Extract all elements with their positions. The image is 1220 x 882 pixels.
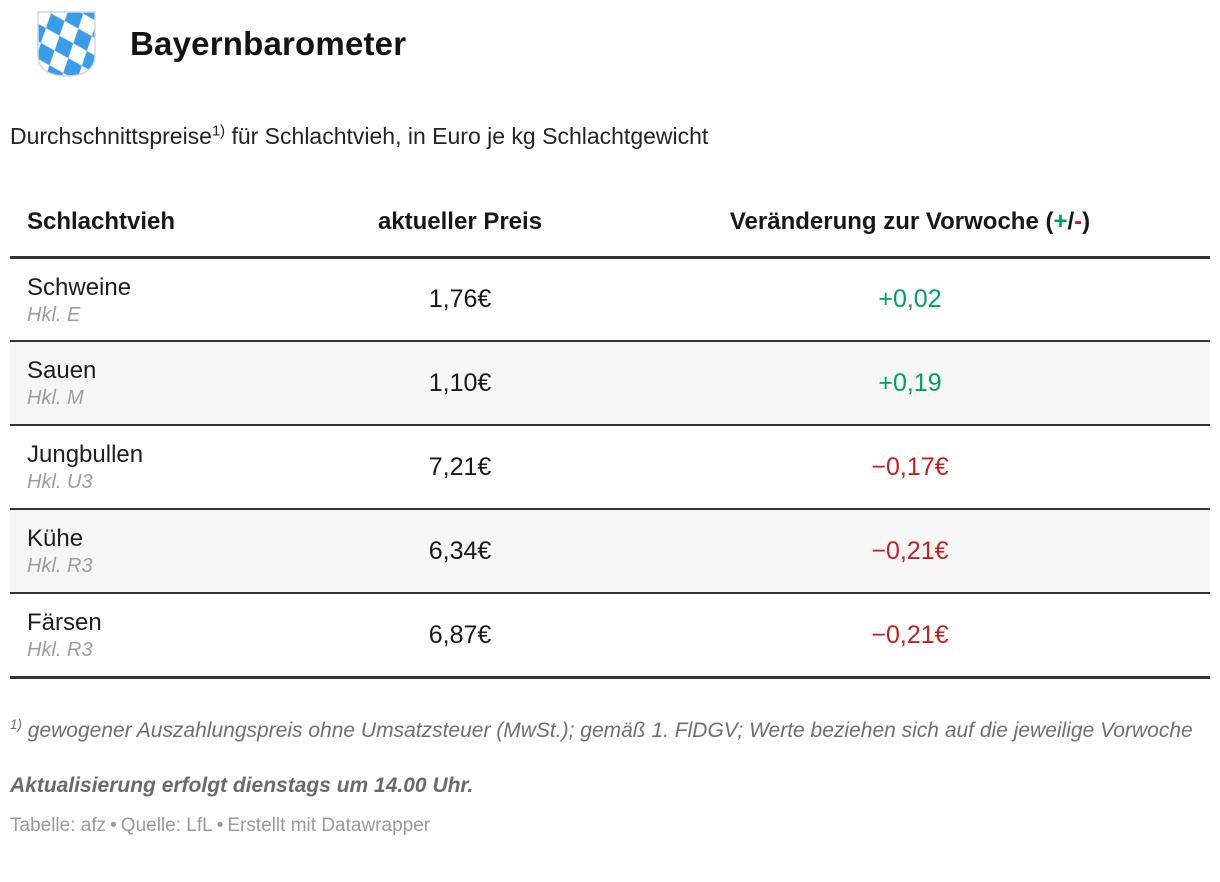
change-cell: −0,21€ bbox=[610, 593, 1210, 679]
table-credit-label: Tabelle: bbox=[10, 815, 76, 837]
table-row: Jungbullen Hkl. U3 7,21€ −0,17€ bbox=[10, 425, 1210, 511]
price-cell: 6,34€ bbox=[310, 509, 610, 595]
chart-subtitle: Durchschnittspreise1) für Schlachtvieh, … bbox=[10, 122, 1210, 152]
source-credit-link[interactable]: LfL bbox=[186, 815, 213, 837]
subtitle-footnote-marker: 1) bbox=[211, 123, 226, 140]
animal-grade: Hkl. U3 bbox=[27, 471, 93, 494]
animal-cell: Jungbullen Hkl. U3 bbox=[10, 425, 310, 511]
animal-grade: Hkl. R3 bbox=[27, 639, 93, 662]
animal-grade: Hkl. R3 bbox=[27, 555, 93, 578]
datawrapper-link[interactable]: Datawrapper bbox=[321, 815, 431, 837]
header: Bayernbarometer bbox=[10, 10, 1210, 78]
column-header-aktueller-preis: aktueller Preis bbox=[310, 193, 610, 259]
update-note: Aktualisierung erfolgt dienstags um 14.0… bbox=[10, 774, 474, 798]
separator-dot: • bbox=[216, 815, 224, 837]
animal-name: Schweine bbox=[27, 273, 132, 301]
plus-sign: + bbox=[1053, 207, 1068, 235]
price-cell: 1,76€ bbox=[310, 257, 610, 343]
column-header-veraenderung: Veränderung zur Vorwoche (+/-) bbox=[610, 193, 1210, 259]
animal-cell: Schweine Hkl. E bbox=[10, 257, 310, 343]
table-row: Schweine Hkl. E 1,76€ +0,02 bbox=[10, 257, 1210, 343]
animal-cell: Sauen Hkl. M bbox=[10, 341, 310, 427]
footnote: 1) gewogener Auszahlungspreis ohne Umsat… bbox=[10, 715, 1200, 747]
subtitle-rest: für Schlachtvieh, in Euro je kg Schlacht… bbox=[225, 123, 709, 149]
change-cell: +0,19 bbox=[610, 341, 1210, 427]
animal-name: Kühe bbox=[27, 525, 84, 553]
change-cell: −0,21€ bbox=[610, 509, 1210, 595]
footnote-text: gewogener Auszahlungspreis ohne Umsatzst… bbox=[21, 718, 1193, 742]
animal-name: Jungbullen bbox=[27, 441, 144, 469]
bavaria-coat-of-arms-icon bbox=[37, 11, 96, 77]
change-cell: +0,02 bbox=[610, 257, 1210, 343]
subtitle-text: Durchschnittspreise bbox=[10, 123, 212, 149]
animal-name: Sauen bbox=[27, 357, 97, 385]
table-row: Färsen Hkl. R3 6,87€ −0,21€ bbox=[10, 593, 1210, 679]
animal-cell: Kühe Hkl. R3 bbox=[10, 509, 310, 595]
created-with-label: Erstellt mit bbox=[227, 815, 317, 837]
price-cell: 1,10€ bbox=[310, 341, 610, 427]
animal-name: Färsen bbox=[27, 609, 102, 637]
table-row: Sauen Hkl. M 1,10€ +0,19 bbox=[10, 341, 1210, 427]
animal-grade: Hkl. M bbox=[27, 387, 84, 410]
page-title: Bayernbarometer bbox=[130, 25, 407, 62]
paren-open: ( bbox=[1045, 207, 1054, 235]
separator-dot: • bbox=[110, 815, 117, 837]
animal-grade: Hkl. E bbox=[27, 303, 81, 326]
price-cell: 7,21€ bbox=[310, 425, 610, 511]
table-credit-link[interactable]: afz bbox=[80, 815, 107, 837]
table-row: Kühe Hkl. R3 6,34€ −0,21€ bbox=[10, 509, 1210, 595]
price-cell: 6,87€ bbox=[310, 593, 610, 679]
animal-cell: Färsen Hkl. R3 bbox=[10, 593, 310, 679]
change-cell: −0,17€ bbox=[610, 425, 1210, 511]
minus-sign: - bbox=[1074, 207, 1083, 235]
attribution-line: Tabelle: afz • Quelle: LfL • Erstellt mit Da… bbox=[10, 815, 1210, 837]
price-table: Schlachtvieh aktueller Preis Veränderung… bbox=[10, 193, 1210, 679]
paren-close: ) bbox=[1082, 207, 1091, 235]
page: Bayernbarometer Durchschnittspreise1) fü… bbox=[10, 10, 1210, 837]
table-header-row: Schlachtvieh aktueller Preis Veränderung… bbox=[10, 193, 1210, 259]
footnote-marker: 1) bbox=[10, 716, 22, 732]
column-header-schlachtvieh: Schlachtvieh bbox=[10, 193, 310, 259]
source-credit-label: Quelle: bbox=[120, 815, 181, 837]
slash-sign: / bbox=[1067, 207, 1075, 235]
change-header-label: Veränderung zur Vorwoche bbox=[729, 207, 1046, 235]
